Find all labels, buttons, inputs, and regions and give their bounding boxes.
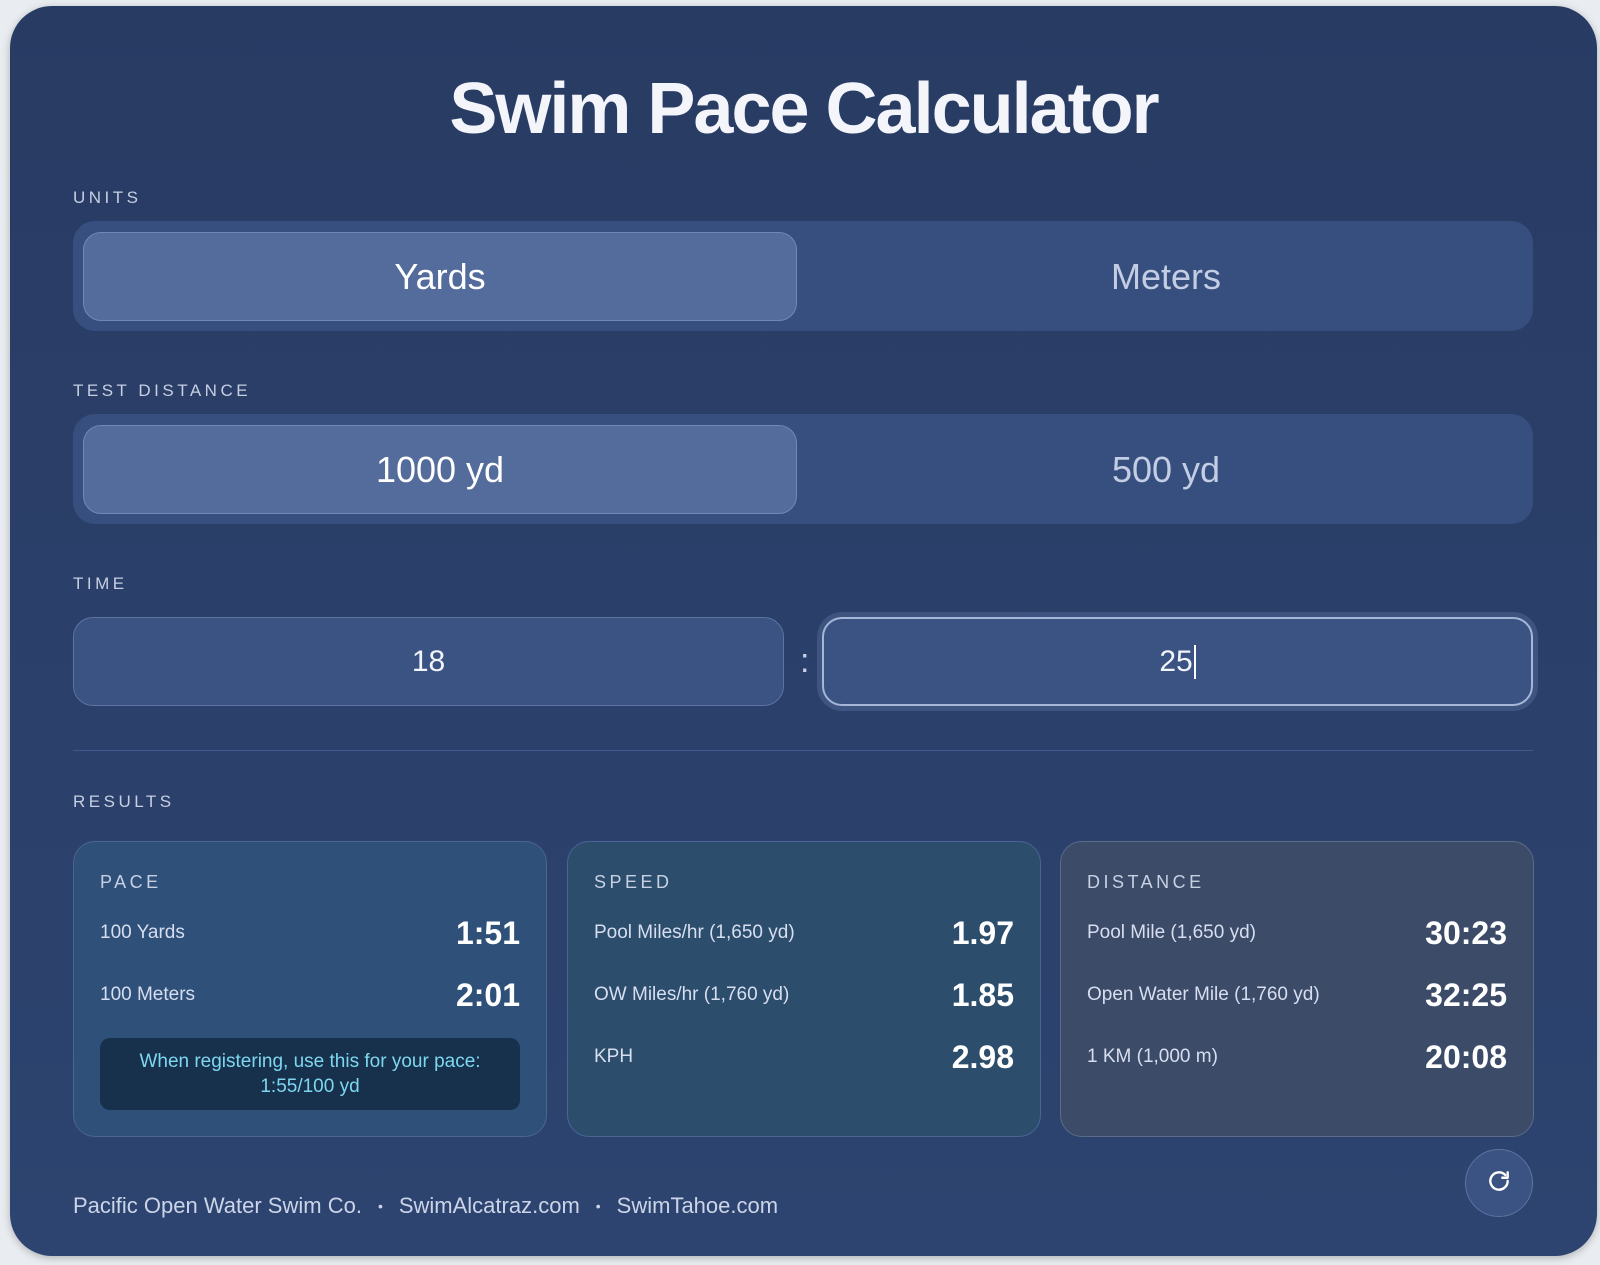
units-yards-button[interactable]: Yards	[83, 232, 797, 321]
speed-row-value: 2.98	[951, 1038, 1014, 1075]
page-title: Swim Pace Calculator	[449, 69, 1159, 149]
minutes-value: 18	[411, 644, 446, 678]
seconds-input[interactable]: 25	[822, 617, 1533, 706]
units-label: UNITS	[73, 188, 142, 207]
results-label: RESULTS	[73, 792, 175, 811]
distance-row-ow-mile: Open Water Mile (1,760 yd) 32:25	[1087, 975, 1507, 1015]
time-separator: :	[800, 642, 810, 680]
distance-panel: DISTANCE Pool Mile (1,650 yd) 30:23 Open…	[1060, 841, 1534, 1137]
distance-row-label: Pool Mile (1,650 yd)	[1087, 922, 1256, 943]
distance-title: DISTANCE	[1087, 872, 1205, 892]
speed-row-ow-mph: OW Miles/hr (1,760 yd) 1.85	[594, 975, 1014, 1015]
text-caret	[1193, 644, 1196, 679]
pace-row-label: 100 Meters	[100, 984, 196, 1005]
distance-row-value: 20:08	[1425, 1038, 1507, 1075]
distance-row-label: Open Water Mile (1,760 yd)	[1087, 984, 1320, 1005]
speed-row-value: 1.97	[951, 914, 1014, 951]
speed-row-label: OW Miles/hr (1,760 yd)	[594, 984, 790, 1005]
footer-link-company[interactable]: Pacific Open Water Swim Co.	[73, 1193, 362, 1218]
speed-row-pool-mph: Pool Miles/hr (1,650 yd) 1.97	[594, 913, 1014, 953]
pace-row-label: 100 Yards	[100, 922, 185, 943]
footer: Pacific Open Water Swim Co. • SwimAlcatr…	[73, 1193, 778, 1219]
speed-row-label: Pool Miles/hr (1,650 yd)	[594, 922, 795, 943]
distance-row-label: 1 KM (1,000 m)	[1087, 1046, 1218, 1067]
speed-row-kph: KPH 2.98	[594, 1037, 1014, 1077]
time-label: TIME	[73, 574, 128, 593]
refresh-icon	[1486, 1168, 1512, 1199]
units-meters-button[interactable]: Meters	[1110, 255, 1222, 297]
units-toggle: Yards Meters	[73, 221, 1533, 331]
speed-row-value: 1.85	[951, 976, 1014, 1013]
distance-row-value: 32:25	[1425, 976, 1507, 1013]
pace-row-value: 2:01	[455, 976, 520, 1013]
distance-row-1km: 1 KM (1,000 m) 20:08	[1087, 1037, 1507, 1077]
pace-row-100-yards: 100 Yards 1:51	[100, 913, 520, 953]
distance-row-value: 30:23	[1425, 914, 1507, 951]
pace-row-100-meters: 100 Meters 2:01	[100, 975, 520, 1015]
pace-panel: PACE 100 Yards 1:51 100 Meters 2:01 When…	[73, 841, 547, 1137]
test-distance-toggle: 1000 yd 500 yd	[73, 414, 1533, 524]
footer-link-swimtahoe[interactable]: SwimTahoe.com	[616, 1193, 779, 1218]
pace-row-value: 1:51	[455, 914, 520, 951]
footer-link-swimalcatraz[interactable]: SwimAlcatraz.com	[398, 1193, 580, 1218]
distance-row-pool-mile: Pool Mile (1,650 yd) 30:23	[1087, 913, 1507, 953]
footer-separator: •	[595, 1198, 601, 1214]
speed-panel: SPEED Pool Miles/hr (1,650 yd) 1.97 OW M…	[567, 841, 1041, 1137]
footer-separator: •	[377, 1198, 383, 1214]
pace-title: PACE	[100, 872, 162, 892]
distance-1000yd-button[interactable]: 1000 yd	[83, 425, 797, 514]
speed-row-label: KPH	[594, 1046, 634, 1067]
seconds-value: 25	[1159, 644, 1193, 678]
results-divider	[73, 750, 1533, 751]
minutes-input[interactable]: 18	[73, 617, 784, 706]
registration-pace-note: When registering, use this for your pace…	[100, 1038, 520, 1110]
calculator-card: Swim Pace Calculator UNITS Yards Meters …	[10, 6, 1597, 1256]
speed-title: SPEED	[594, 872, 673, 892]
refresh-button[interactable]	[1465, 1149, 1533, 1217]
test-distance-label: TEST DISTANCE	[73, 381, 252, 400]
distance-500yd-button[interactable]: 500 yd	[1111, 448, 1221, 490]
